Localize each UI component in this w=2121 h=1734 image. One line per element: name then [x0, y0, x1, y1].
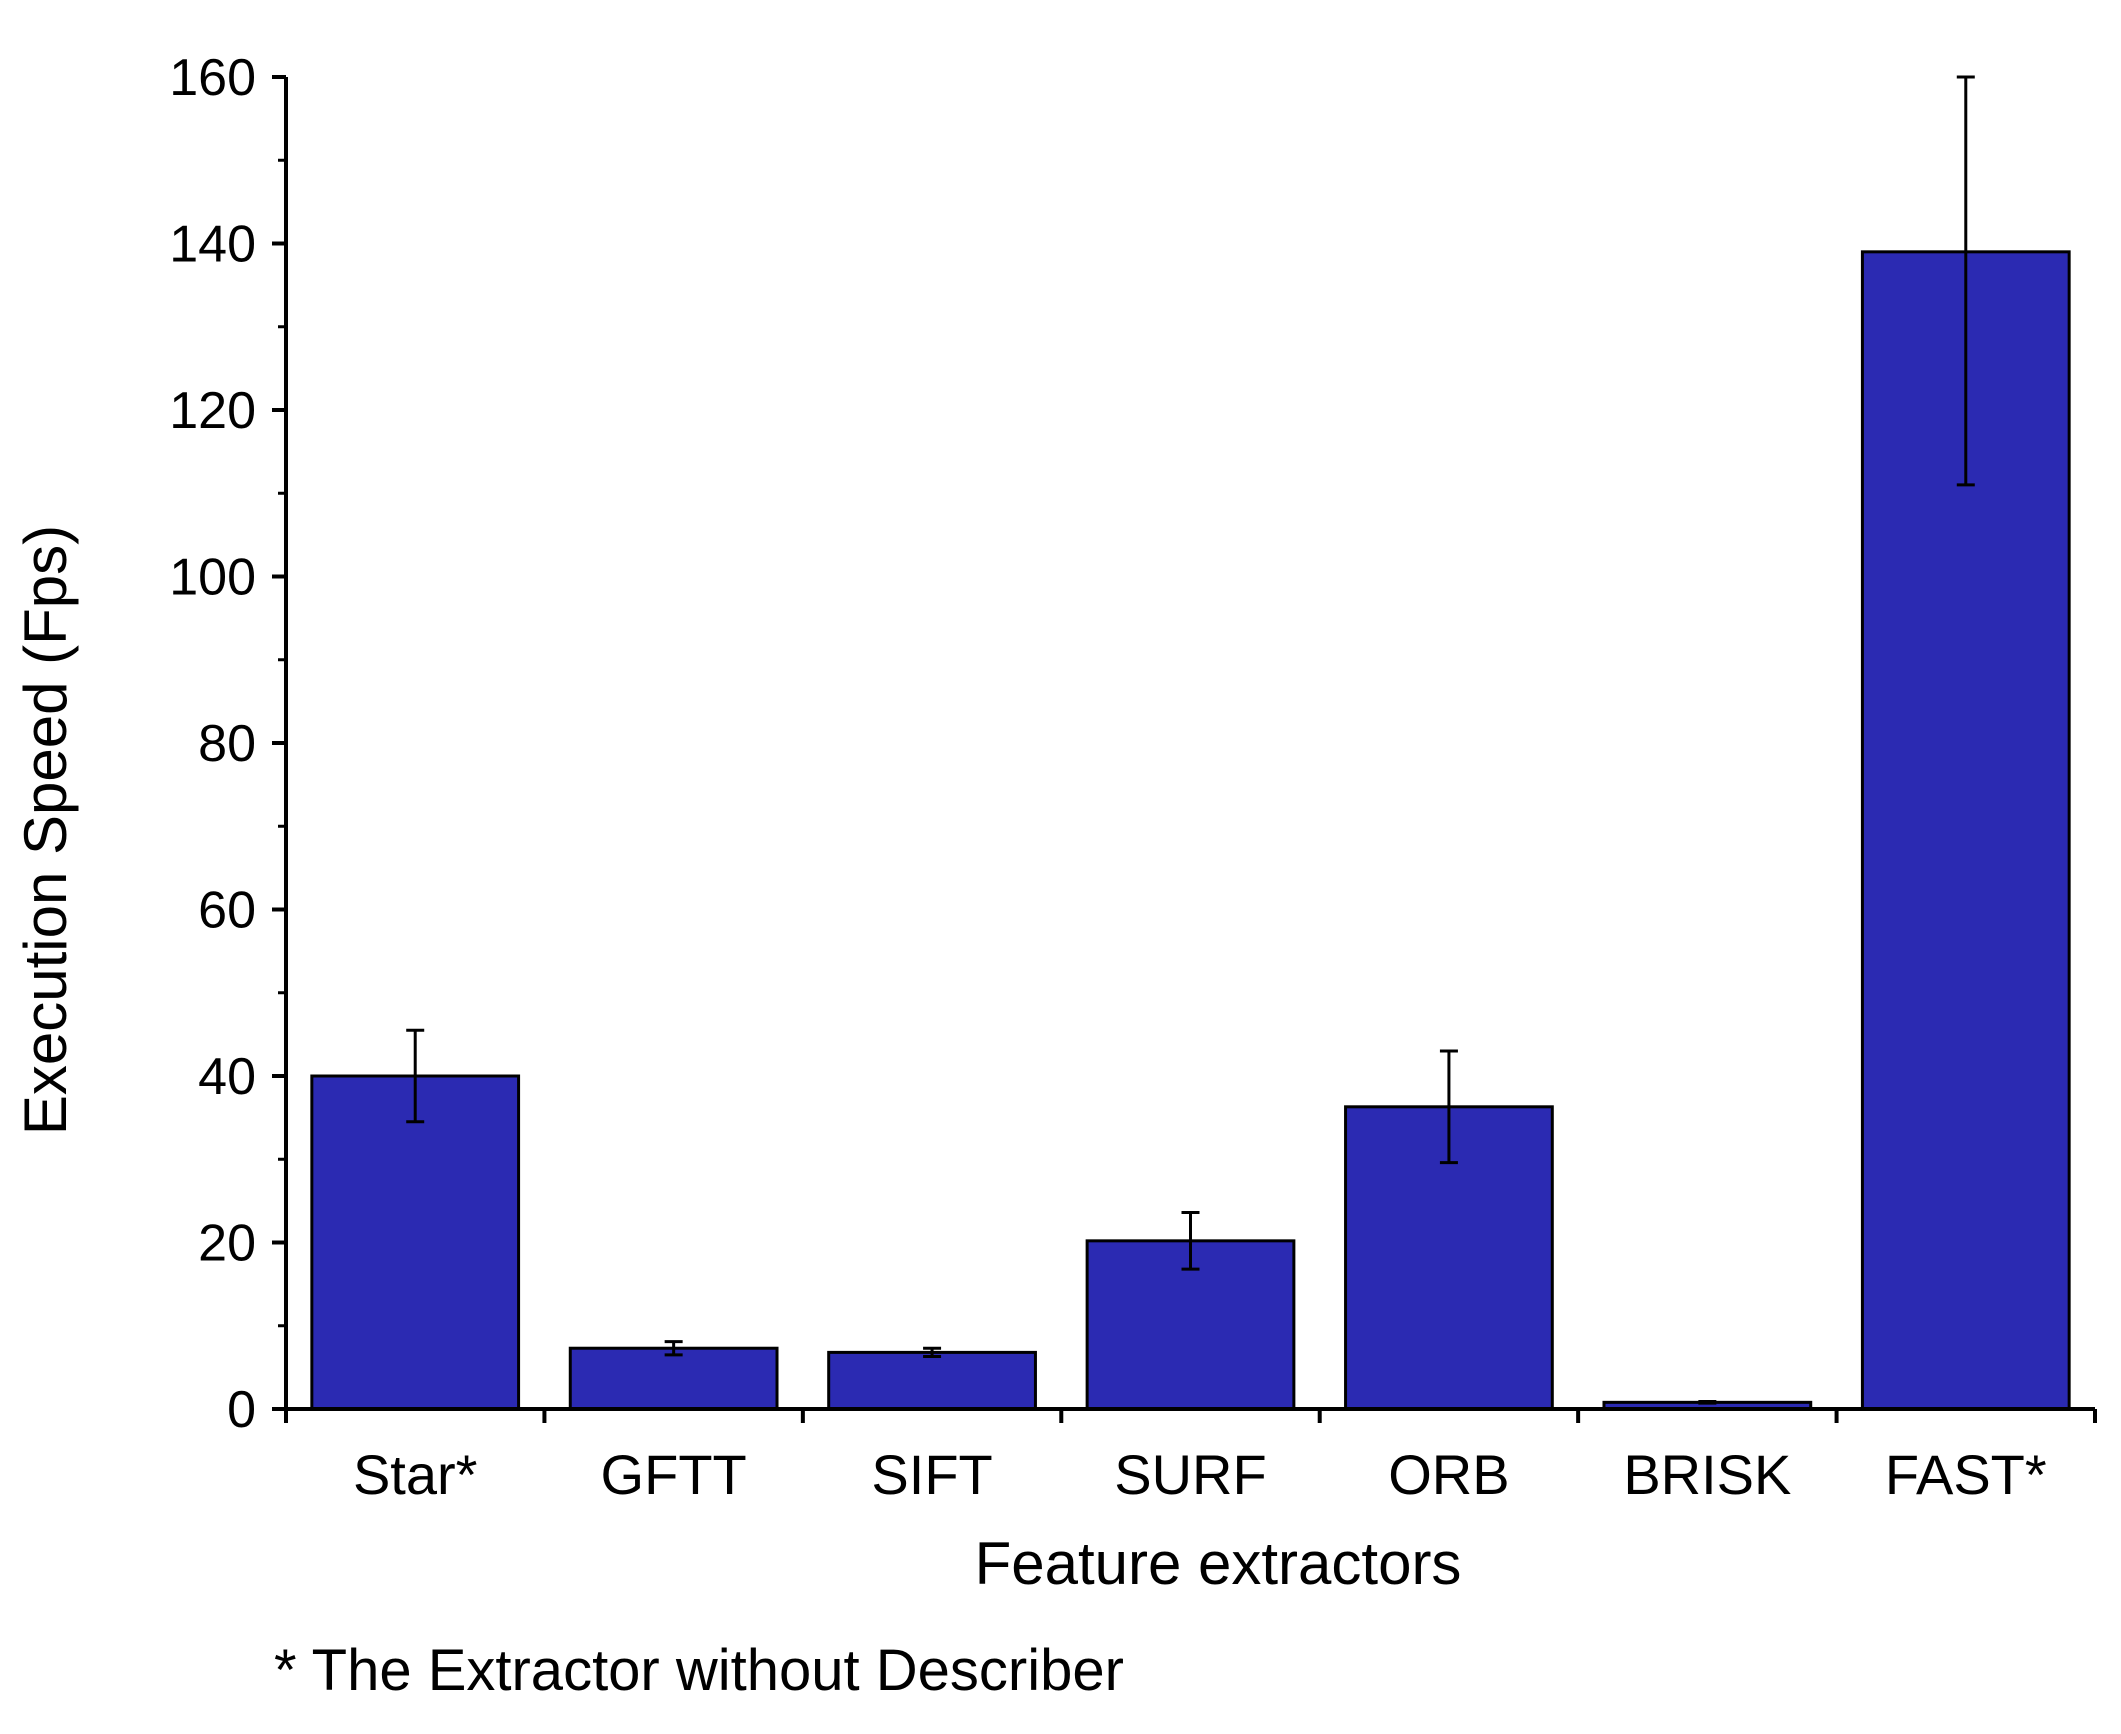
y-ticks-group: 0 20 40 60 80 100 120 140 160	[169, 49, 286, 1439]
y-tick-label: 40	[198, 1048, 256, 1106]
y-tick-label: 0	[227, 1381, 256, 1439]
x-tick-label: GFTT	[601, 1443, 747, 1506]
error-bar	[1181, 1211, 1200, 1271]
x-tick-label: SIFT	[871, 1443, 992, 1506]
error-bar	[664, 1340, 683, 1357]
y-axis-title: Execution Speed (Fps)	[12, 525, 79, 1135]
error-bar	[406, 1028, 425, 1124]
x-tick-label: SURF	[1114, 1443, 1266, 1506]
y-tick-label: 20	[198, 1215, 256, 1273]
error-bar	[1439, 1049, 1458, 1165]
error-bar	[923, 1346, 942, 1359]
bar-sift	[827, 1350, 1037, 1411]
bar-gftt	[568, 1346, 779, 1411]
y-tick-label: 120	[169, 382, 256, 440]
x-tick-label: Star*	[353, 1443, 478, 1506]
y-tick-label: 60	[198, 882, 256, 940]
x-axis-title: Feature extractors	[975, 1530, 1462, 1597]
x-tick-label: BRISK	[1623, 1443, 1791, 1506]
y-tick-label: 100	[169, 549, 256, 607]
y-tick-label: 160	[169, 49, 256, 107]
x-tick-label: FAST*	[1885, 1443, 2047, 1506]
bar-star	[310, 1074, 521, 1411]
error-bar	[1698, 1400, 1717, 1405]
x-ticks-group: Star* GFTT SIFT SURF ORB BRISK FAST*	[284, 1409, 2097, 1506]
error-bar	[1956, 75, 1975, 487]
y-tick-label: 80	[198, 715, 256, 773]
x-tick-label: ORB	[1388, 1443, 1509, 1506]
axes-group	[284, 77, 2095, 1411]
y-tick-label: 140	[169, 216, 256, 274]
footnote: * The Extractor without Describer	[274, 1638, 1124, 1703]
bar-surf	[1085, 1239, 1296, 1411]
error-bars-group	[406, 75, 1975, 1405]
